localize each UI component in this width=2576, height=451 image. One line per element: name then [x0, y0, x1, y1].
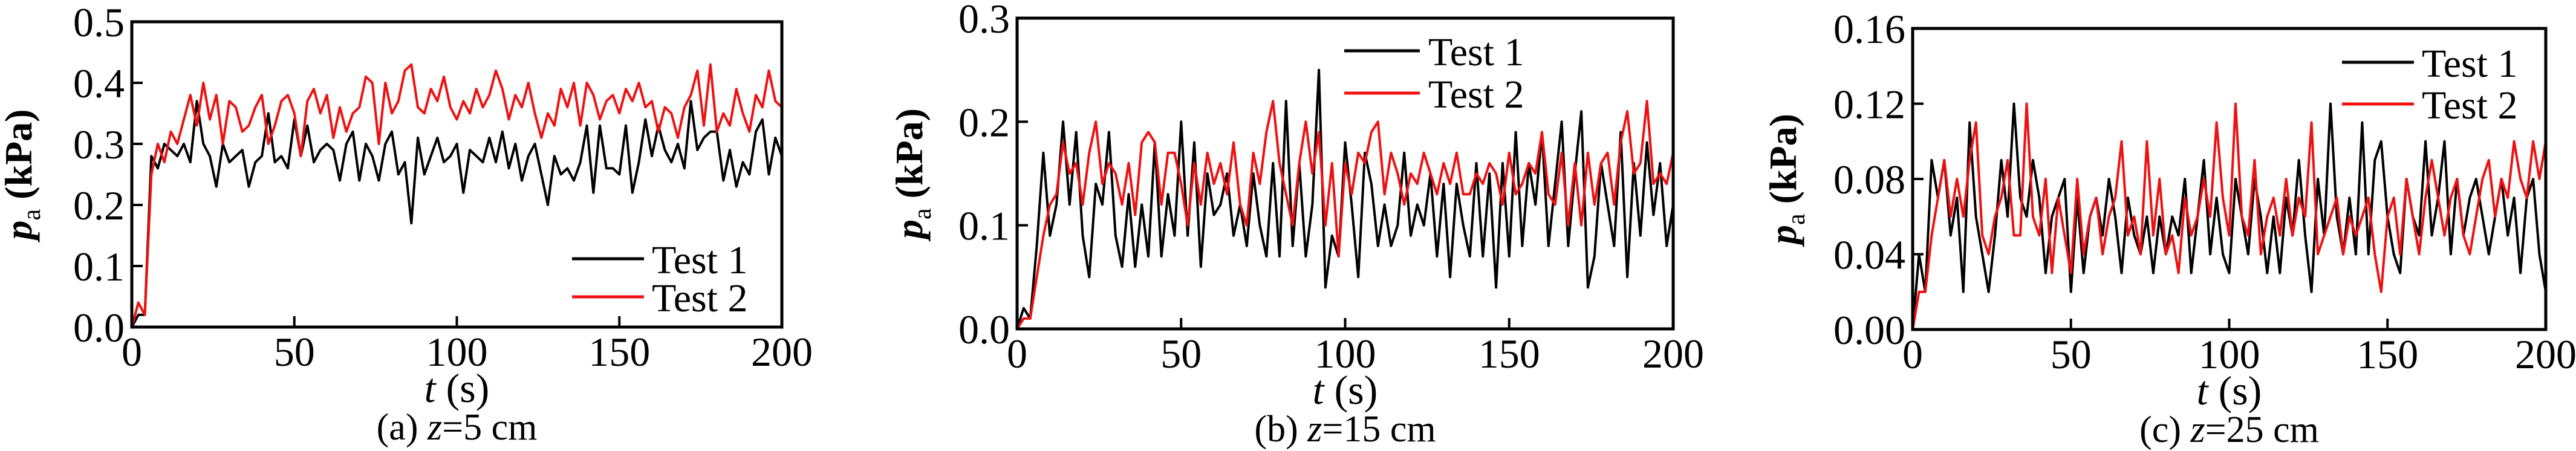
y-axis-label-variable: p — [1761, 225, 1804, 247]
y-axis-label-variable: p — [888, 219, 931, 242]
legend-label-test-2: Test 2 — [2422, 83, 2518, 128]
y-axis-label: pa (kPa) — [0, 109, 46, 243]
panel-caption: (c) z=25 cm — [2139, 409, 2319, 450]
chart-panel-a: 0 50 100 150 200 0.0 0.1 0.2 0.3 0.4 0.5 t (s)(a) z… — [0, 0, 813, 448]
y-tick-label: 0.16 — [1833, 6, 1905, 52]
y-tick-label: 0.1 — [73, 244, 125, 290]
y-axis-label: pa (kPa) — [1761, 114, 1810, 247]
x-axis-label: t (s) — [1313, 367, 1378, 413]
x-tick-label: 200 — [751, 329, 813, 375]
panel-caption: (b) z=15 cm — [1254, 409, 1436, 450]
y-axis-label-unit: (kPa) — [1761, 114, 1804, 213]
y-axis-label: pa (kPa) — [888, 108, 937, 242]
y-axis-label-subscript: a — [1783, 213, 1810, 225]
series-line-test-2 — [131, 63, 783, 328]
x-tick-label: 100 — [426, 329, 488, 375]
y-tick-label: 0.12 — [1833, 82, 1905, 128]
caption-var: z — [1307, 409, 1322, 450]
y-tick-label: 0.00 — [1833, 307, 1905, 353]
x-tick-label: 150 — [1478, 331, 1540, 377]
legend-label-test-1: Test 1 — [1428, 30, 1524, 74]
caption-var: z — [427, 407, 442, 448]
series-line-test-2 — [1911, 102, 2547, 330]
x-axis-label-unit: (s) — [436, 365, 490, 411]
caption-prefix: (b) — [1254, 409, 1307, 450]
x-axis-label-unit: (s) — [2208, 368, 2262, 414]
series-line-test-1 — [131, 100, 783, 328]
x-tick-label: 50 — [2051, 331, 2092, 377]
x-tick-label: 200 — [1642, 331, 1704, 377]
caption-rest: =5 cm — [442, 407, 537, 448]
caption-var: z — [2190, 409, 2205, 450]
series-line-test-1 — [1911, 102, 2547, 330]
y-tick-label: 0.3 — [958, 0, 1010, 42]
x-tick-label: 50 — [1160, 331, 1202, 377]
y-tick-label: 0.04 — [1833, 232, 1905, 278]
x-tick-label: 150 — [588, 329, 650, 375]
panel-caption: (a) z=5 cm — [377, 407, 538, 448]
legend-label-test-1: Test 1 — [652, 238, 748, 282]
legend-label-test-2: Test 2 — [1428, 73, 1524, 117]
y-axis-label-unit: (kPa) — [888, 108, 931, 208]
y-tick-label: 0.1 — [958, 203, 1010, 249]
x-tick-label: 0 — [122, 329, 142, 375]
x-axis-label-variable: t — [424, 365, 437, 411]
caption-prefix: (c) — [2139, 409, 2190, 450]
x-axis-label-variable: t — [1313, 367, 1325, 413]
y-tick-label: 0.08 — [1833, 157, 1905, 203]
caption-rest: =25 cm — [2205, 409, 2319, 450]
y-tick-label: 0.5 — [73, 0, 125, 45]
x-axis-label: t (s) — [424, 365, 490, 411]
series-line-test-1 — [1016, 68, 1674, 329]
y-axis-label-variable: p — [0, 220, 40, 242]
y-tick-label: 0.3 — [73, 122, 125, 167]
y-axis-label-unit: (kPa) — [0, 109, 40, 209]
x-axis-label-variable: t — [2197, 368, 2210, 414]
legend-label-test-2: Test 2 — [652, 276, 748, 320]
y-tick-label: 0.0 — [73, 305, 125, 351]
series-line-test-2 — [1016, 100, 1674, 330]
y-tick-label: 0.2 — [958, 99, 1010, 145]
x-tick-label: 50 — [274, 329, 315, 375]
legend-label-test-1: Test 1 — [2422, 42, 2518, 86]
caption-prefix: (a) — [377, 407, 428, 448]
y-axis-label-subscript: a — [909, 208, 937, 219]
x-tick-label: 100 — [1315, 331, 1376, 377]
x-tick-label: 0 — [1902, 331, 1923, 377]
x-tick-label: 150 — [2356, 331, 2418, 377]
x-tick-label: 200 — [2515, 331, 2576, 377]
y-tick-label: 0.2 — [73, 183, 125, 229]
x-tick-label: 0 — [1007, 331, 1027, 377]
y-tick-label: 0.4 — [73, 60, 125, 106]
y-axis-label-subscript: a — [18, 209, 46, 220]
x-tick-label: 100 — [2199, 331, 2260, 377]
caption-rest: =15 cm — [1322, 409, 1436, 450]
x-axis-label: t (s) — [2197, 368, 2262, 414]
y-tick-label: 0.0 — [958, 307, 1010, 352]
x-axis-label-unit: (s) — [1324, 367, 1378, 413]
